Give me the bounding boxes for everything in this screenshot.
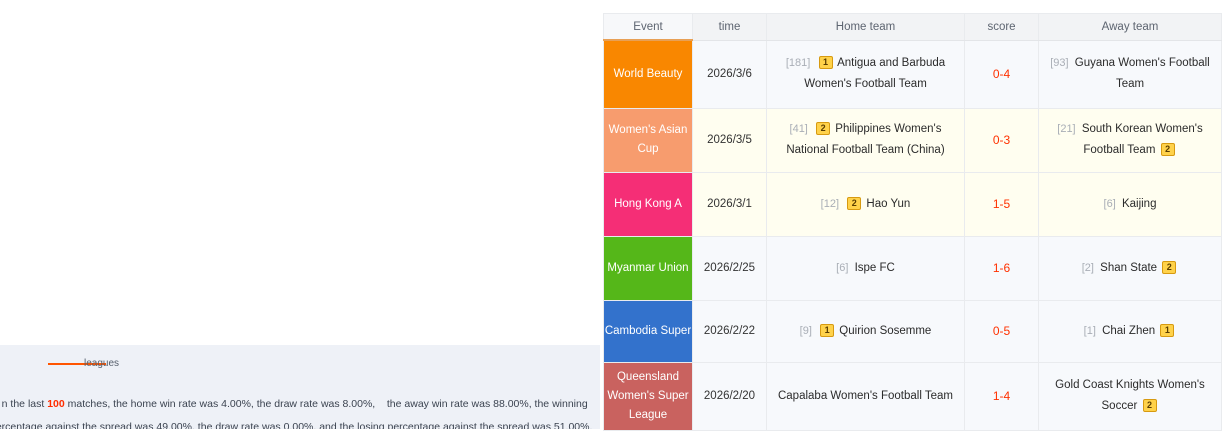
table-body: World Beauty 2026/3/6 [181] 1 Antigua and … — [603, 39, 1222, 431]
score-cell[interactable]: 1-4 — [964, 361, 1039, 431]
match-date-cell: 2026/2/20 — [692, 361, 767, 431]
away-team-name: Chai Zhen — [1102, 324, 1156, 337]
away-team-name: Guyana Women's Football Team — [1074, 57, 1210, 90]
table-row[interactable]: World Beauty 2026/3/6 [181] 1 Antigua and … — [603, 39, 1222, 109]
home-team-leading-badge-icon: 1 — [818, 56, 833, 69]
home-team-name: Quirion Sosemme — [839, 324, 932, 337]
match-results-table: Event time Home team score Away team Wor… — [603, 13, 1222, 431]
summary-text-body: matches, the home win rate was 4.00%, th… — [0, 398, 593, 429]
table-row[interactable]: Queensland Women's Super League 2026/2/20… — [603, 361, 1222, 431]
event-cell[interactable]: Queensland Women's Super League — [603, 361, 693, 431]
home-team-rank: [9] — [799, 324, 812, 337]
home-team-leading-badge-icon: 2 — [816, 122, 831, 135]
home-team-leading-badge-icon: 1 — [820, 323, 835, 337]
away-team-rank: [1] — [1083, 324, 1096, 337]
score-cell[interactable]: 1-6 — [964, 235, 1039, 301]
home-team-name: Hao Yun — [866, 197, 911, 210]
home-team-leading-badge-icon: 2 — [847, 196, 862, 210]
home-team-rank: [6] — [836, 261, 849, 274]
score-cell[interactable]: 1-5 — [964, 171, 1039, 237]
away-team-cell[interactable]: [21] South Korean Women's Football Team … — [1038, 107, 1222, 173]
home-team-cell[interactable]: Capalaba Women's Football Team — [766, 361, 965, 431]
away-team-cell[interactable]: Gold Coast Knights Women's Soccer 2 — [1038, 361, 1222, 431]
home-team-name: Antigua and Barbuda Women's Football Tea… — [804, 57, 946, 90]
home-team-cell[interactable]: [12] 2 Hao Yun — [766, 171, 965, 237]
column-header-away-team[interactable]: Away team — [1038, 13, 1222, 41]
leagues-label: leagues — [84, 358, 120, 369]
away-team-trailing-badge-icon: 2 — [1142, 399, 1157, 412]
away-team-cell[interactable]: [2] Shan State 2 — [1038, 235, 1222, 301]
home-team-name: Philippines Women's National Football Te… — [786, 123, 945, 156]
away-team-trailing-badge-icon: 2 — [1162, 260, 1177, 274]
home-team-cell[interactable]: [9] 1 Quirion Sosemme — [766, 299, 965, 363]
table-row[interactable]: Women's Asian Cup 2026/3/5 [41] 2 Philippi… — [603, 107, 1222, 173]
match-date-cell: 2026/2/25 — [692, 235, 767, 301]
league-summary-header: leagues — [0, 345, 600, 369]
match-date-cell: 2026/3/6 — [692, 39, 767, 109]
away-team-name: South Korean Women's Football Team — [1081, 123, 1203, 156]
away-team-cell[interactable]: [1] Chai Zhen 1 — [1038, 299, 1222, 363]
match-date-cell: 2026/3/5 — [692, 107, 767, 173]
home-team-rank: [41] — [789, 123, 808, 135]
home-team-rank: [12] — [820, 197, 840, 210]
accent-rule-divider — [48, 363, 106, 365]
score-cell[interactable]: 0-4 — [964, 39, 1039, 109]
column-header-score[interactable]: score — [964, 13, 1039, 41]
away-team-trailing-badge-icon: 2 — [1160, 143, 1175, 156]
away-team-cell[interactable]: [6] Kaijing — [1038, 171, 1222, 237]
event-cell[interactable]: World Beauty — [603, 39, 693, 109]
home-team-cell[interactable]: [181] 1 Antigua and Barbuda Women's Foot… — [766, 39, 965, 109]
table-row[interactable]: Hong Kong A 2026/3/1 [12] 2 Hao Yun 1-5 [6] … — [603, 171, 1222, 237]
away-team-trailing-badge-icon: 1 — [1160, 323, 1175, 337]
summary-statistics-text: n the last 100 matches, the home win rat… — [0, 370, 598, 429]
home-team-name: Capalaba Women's Football Team — [777, 389, 953, 402]
event-cell[interactable]: Myanmar Union — [603, 235, 693, 301]
away-team-cell[interactable]: [93] Guyana Women's Football Team — [1038, 39, 1222, 109]
league-summary-panel: leagues n the last 100 matches, the home… — [0, 345, 600, 429]
home-team-rank: [181] — [785, 57, 811, 69]
table-row[interactable]: Myanmar Union 2026/2/25 [6] Ispe FC 1-6 [2] … — [603, 235, 1222, 301]
column-header-time[interactable]: time — [692, 13, 767, 41]
summary-text-lead: n the last — [1, 398, 48, 410]
away-team-rank: [93] — [1050, 57, 1069, 69]
column-header-home-team[interactable]: Home team — [766, 13, 965, 41]
away-team-name: Kaijing — [1121, 197, 1157, 210]
match-date-cell: 2026/3/1 — [692, 171, 767, 237]
away-team-name: Shan State — [1100, 261, 1158, 274]
score-cell[interactable]: 0-3 — [964, 107, 1039, 173]
match-results-container: Event time Home team score Away team Wor… — [603, 13, 1222, 431]
table-row[interactable]: Cambodia Super 2026/2/22 [9] 1 Quirion Sos… — [603, 299, 1222, 363]
event-cell[interactable]: Women's Asian Cup — [603, 107, 693, 173]
home-team-cell[interactable]: [6] Ispe FC — [766, 235, 965, 301]
away-team-rank: [2] — [1081, 261, 1094, 274]
table-header: Event time Home team score Away team — [603, 13, 1222, 41]
home-team-cell[interactable]: [41] 2 Philippines Women's National Foot… — [766, 107, 965, 173]
score-cell[interactable]: 0-5 — [964, 299, 1039, 363]
home-team-name: Ispe FC — [854, 261, 895, 274]
away-team-rank: [21] — [1057, 123, 1076, 135]
summary-match-count: 100 — [47, 398, 65, 410]
away-team-rank: [6] — [1103, 197, 1116, 210]
table-header-row: Event time Home team score Away team — [603, 13, 1222, 41]
column-header-event[interactable]: Event — [603, 13, 693, 41]
event-cell[interactable]: Cambodia Super — [603, 299, 693, 363]
away-team-name: Gold Coast Knights Women's Soccer — [1055, 379, 1205, 412]
match-date-cell: 2026/2/22 — [692, 299, 767, 363]
event-cell[interactable]: Hong Kong A — [603, 171, 693, 237]
